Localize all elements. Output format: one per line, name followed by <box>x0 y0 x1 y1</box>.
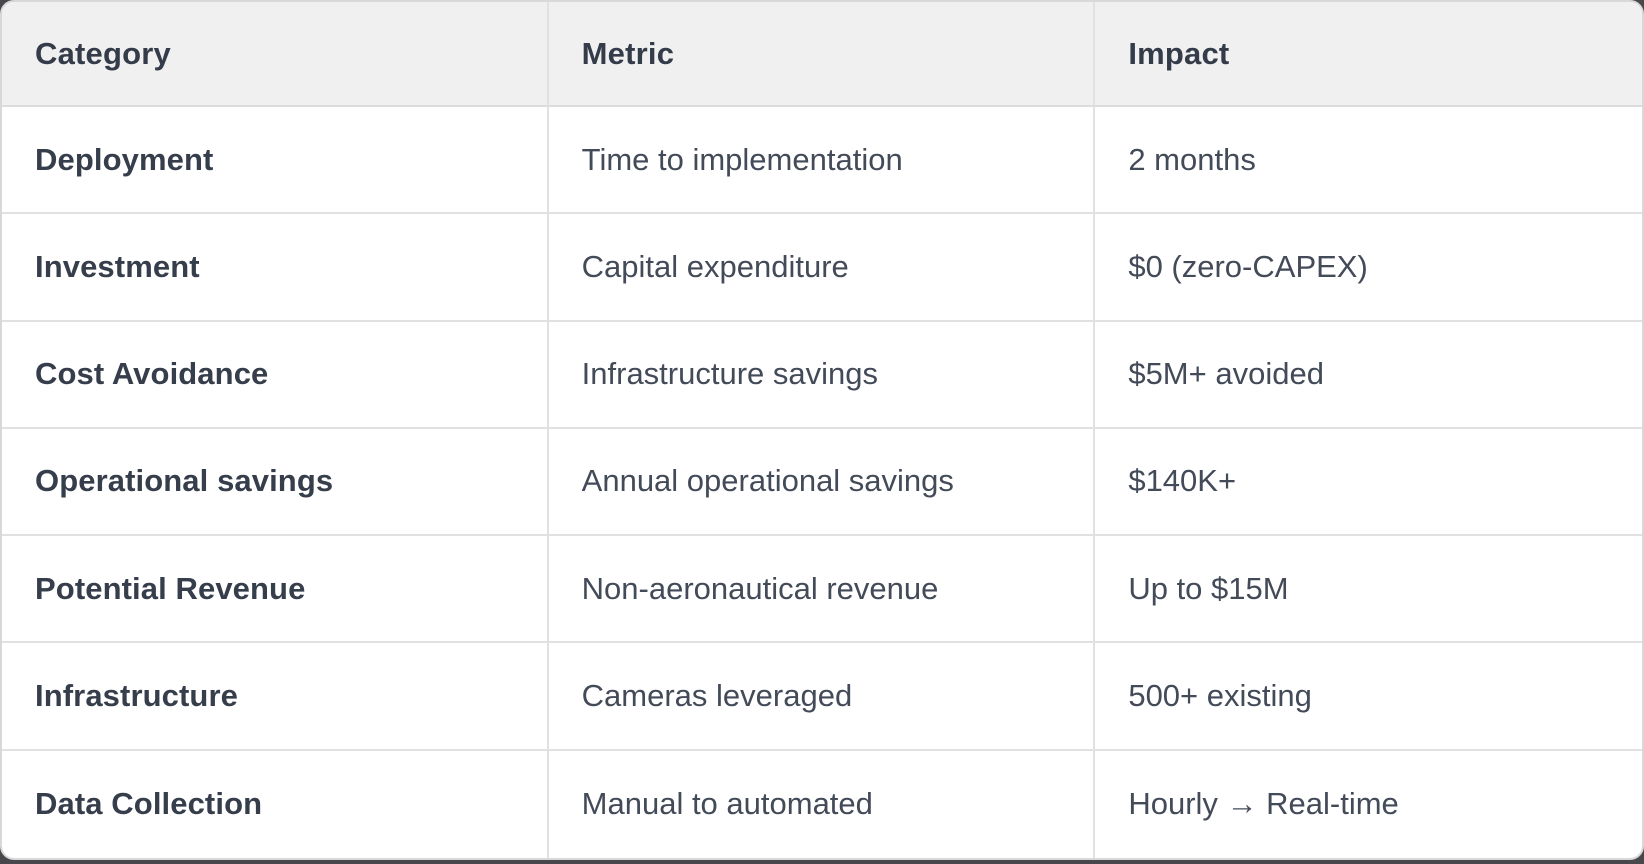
cell-impact: $140K+ <box>1095 429 1642 537</box>
cell-metric: Manual to automated <box>549 750 1096 858</box>
cell-metric: Capital expenditure <box>548 214 1096 322</box>
cell-metric: Non-aeronautical revenue <box>548 536 1096 644</box>
column-header-impact: Impact <box>1095 2 1642 107</box>
cell-metric: Time to implementation <box>548 107 1096 215</box>
cell-metric: Cameras leveraged <box>548 643 1096 751</box>
cell-category: Cost Avoidance <box>2 321 549 429</box>
cell-impact: 2 months <box>1095 107 1642 215</box>
cell-category: Data Collection <box>2 750 549 858</box>
cell-category: Infrastructure <box>2 643 549 751</box>
cell-impact: $0 (zero-CAPEX) <box>1095 214 1642 322</box>
cell-impact: Hourly → Real-time <box>1128 786 1399 822</box>
column-header-metric: Metric <box>548 2 1096 107</box>
cell-category: Investment <box>2 214 549 322</box>
cell-category: Potential Revenue <box>2 536 549 644</box>
cell-category: Operational savings <box>2 428 549 537</box>
cell-impact: 500+ existing <box>1095 643 1642 751</box>
cell-impact: $5M+ avoided <box>1095 322 1642 429</box>
cell-impact: Up to $15M <box>1095 536 1642 644</box>
cell-metric: Infrastructure savings <box>548 321 1096 429</box>
cell-metric: Annual operational savings <box>548 428 1096 537</box>
cell-category: Deployment <box>2 107 549 215</box>
column-header-category: Category <box>2 2 549 107</box>
